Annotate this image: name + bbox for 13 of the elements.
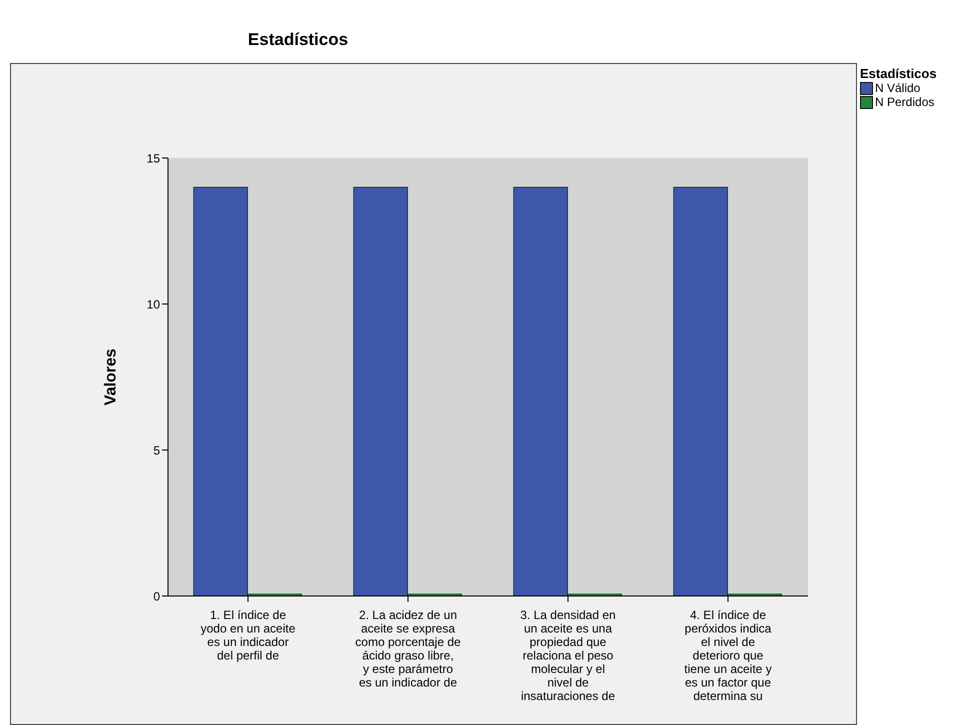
x-tick-label: 1. El índice de yodo en un aceite es un indicador del perfil de [200,608,296,662]
legend-title: Estadísticos [860,66,937,81]
x-tick-label: 4. El índice de peróxidos indica el nivel de deterioro que tiene un aceite y es un factor que determina su [684,608,772,703]
legend-label: N Perdidos [875,95,934,109]
y-axis-title: Valores [102,348,120,406]
chart-title: Estadísticos [246,30,350,50]
x-tick-label: 3. La densidad en un aceite es una propiedad que relaciona el peso molecular y el nivel de insaturaciones de [520,608,616,703]
x-tick-label: 2. La acidez de un aceite se expresa como porcentaje de ácido graso libre, y este parámetro es un indicador de [355,608,462,690]
y-tick-label: 15 [146,151,160,166]
y-tick-label: 0 [153,589,160,604]
legend-label: N Válido [875,81,920,95]
y-tick-label: 10 [146,297,160,312]
y-tick-label: 5 [153,443,160,458]
